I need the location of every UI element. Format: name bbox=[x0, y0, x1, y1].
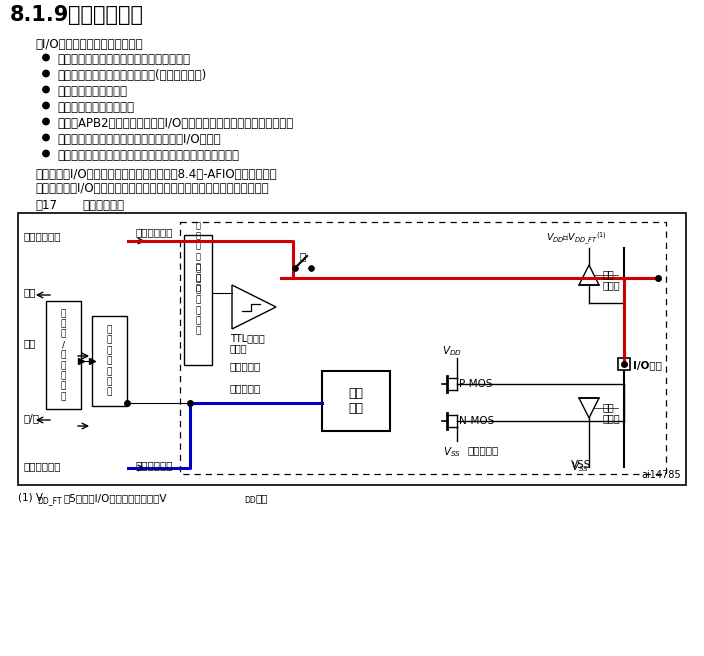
Bar bbox=[18, 213, 686, 485]
Text: 读/写: 读/写 bbox=[23, 413, 39, 423]
Text: 写入: 写入 bbox=[23, 338, 35, 348]
Text: $V_{SS}$: $V_{SS}$ bbox=[571, 460, 589, 474]
Circle shape bbox=[43, 102, 49, 109]
Text: 保护: 保护 bbox=[603, 402, 615, 412]
Text: 复用功能输出: 复用功能输出 bbox=[135, 460, 172, 470]
Circle shape bbox=[43, 150, 49, 157]
Text: DD: DD bbox=[244, 496, 256, 505]
Text: 8.1.9: 8.1.9 bbox=[10, 5, 70, 25]
Text: 开漏模式时，读输入数据寄存器时可得到I/O口状态: 开漏模式时，读输入数据寄存器时可得到I/O口状态 bbox=[57, 133, 220, 146]
Text: VSS: VSS bbox=[571, 460, 591, 470]
Text: 在开漏或推挺式配置中，输出缓冲器被打开: 在开漏或推挺式配置中，输出缓冲器被打开 bbox=[57, 53, 190, 66]
Text: 驱
行
缓
冲
器
输
入: 驱 行 缓 冲 器 输 入 bbox=[196, 221, 201, 293]
Text: 复用功能配置: 复用功能配置 bbox=[68, 5, 143, 25]
Text: 复用功能输入: 复用功能输入 bbox=[135, 227, 172, 237]
Text: I/O引脚: I/O引脚 bbox=[633, 360, 662, 370]
Text: 推挺或开漏: 推挺或开漏 bbox=[467, 445, 498, 455]
Text: 在推挺模式时，读输出数据寄存器时可得到最后一次写的值: 在推挺模式时，读输出数据寄存器时可得到最后一次写的值 bbox=[57, 149, 239, 162]
Text: 二极管: 二极管 bbox=[603, 280, 621, 290]
Bar bbox=[46, 301, 81, 409]
Text: 输入驱动器: 输入驱动器 bbox=[230, 361, 261, 371]
Polygon shape bbox=[579, 265, 599, 285]
Text: $V_{DD}$: $V_{DD}$ bbox=[442, 344, 462, 358]
Text: 下图示出了I/O端口位的复用功能配置。详见8.4节-AFIO寄存器描述。: 下图示出了I/O端口位的复用功能配置。详见8.4节-AFIO寄存器描述。 bbox=[35, 168, 277, 181]
Text: 在每个APB2时钟周期，出现在I/O脚上的数据被采样到输入数据寄存器: 在每个APB2时钟周期，出现在I/O脚上的数据被采样到输入数据寄存器 bbox=[57, 117, 294, 130]
Text: 输
出
数
据
寄
存
器: 输 出 数 据 寄 存 器 bbox=[107, 325, 112, 397]
Text: DD_FT: DD_FT bbox=[37, 496, 61, 505]
Polygon shape bbox=[579, 398, 599, 418]
Text: 进入片上外设: 进入片上外设 bbox=[23, 231, 61, 241]
Text: 复用功能配置: 复用功能配置 bbox=[82, 199, 124, 212]
Circle shape bbox=[43, 54, 49, 61]
Circle shape bbox=[43, 70, 49, 77]
Text: 输出
控制: 输出 控制 bbox=[348, 387, 363, 415]
Circle shape bbox=[43, 87, 49, 92]
Bar bbox=[92, 316, 127, 406]
Text: 弱上拉和下拉电阵被禁止: 弱上拉和下拉电阵被禁止 bbox=[57, 101, 134, 114]
Text: 读出: 读出 bbox=[23, 287, 35, 297]
Text: $V_{DD}$或$V_{DD\_FT}$$^{(1)}$: $V_{DD}$或$V_{DD\_FT}$$^{(1)}$ bbox=[546, 231, 607, 247]
Polygon shape bbox=[232, 285, 276, 329]
Text: 对5伏兼容I/O脚是特殊的，它与V: 对5伏兼容I/O脚是特殊的，它与V bbox=[64, 493, 168, 503]
Text: P-MOS: P-MOS bbox=[459, 379, 493, 389]
Text: 当I/O端口被配置为复用功能时：: 当I/O端口被配置为复用功能时： bbox=[35, 38, 143, 51]
Text: 来自片上外设: 来自片上外设 bbox=[23, 461, 61, 471]
Text: 二极管: 二极管 bbox=[603, 413, 621, 423]
Text: 内置外设的信号驱动输出缓冲器(复用功能输出): 内置外设的信号驱动输出缓冲器(复用功能输出) bbox=[57, 69, 206, 82]
Bar bbox=[180, 222, 666, 474]
Text: N-MOS: N-MOS bbox=[459, 416, 494, 426]
Text: 施密特触发输入被激活: 施密特触发输入被激活 bbox=[57, 85, 127, 98]
Text: 图17: 图17 bbox=[35, 199, 57, 212]
Text: 位
设
置
/
清
除
寄
存
器: 位 设 置 / 清 除 寄 存 器 bbox=[61, 309, 66, 401]
Bar bbox=[618, 358, 630, 370]
Text: 不同: 不同 bbox=[256, 493, 268, 503]
Text: 保护: 保护 bbox=[603, 269, 615, 279]
Text: 一组复用功能I/O寄存器允许用户把一些复用功能重新映象到不同的引脚。: 一组复用功能I/O寄存器允许用户把一些复用功能重新映象到不同的引脚。 bbox=[35, 182, 269, 195]
Text: 输出驱动器: 输出驱动器 bbox=[230, 383, 261, 393]
Text: TTL肖特基: TTL肖特基 bbox=[230, 333, 265, 343]
Text: (1) V: (1) V bbox=[18, 493, 43, 503]
Bar bbox=[184, 235, 212, 365]
Circle shape bbox=[43, 118, 49, 125]
Bar bbox=[322, 371, 390, 431]
Text: 开: 开 bbox=[300, 251, 306, 261]
Text: ai14785: ai14785 bbox=[641, 470, 681, 480]
Text: 触发器: 触发器 bbox=[230, 343, 248, 353]
Text: 输
入
数
据
寄
存
器: 输 入 数 据 寄 存 器 bbox=[195, 264, 201, 336]
Text: $V_{SS}$: $V_{SS}$ bbox=[443, 445, 461, 459]
Circle shape bbox=[43, 134, 49, 140]
